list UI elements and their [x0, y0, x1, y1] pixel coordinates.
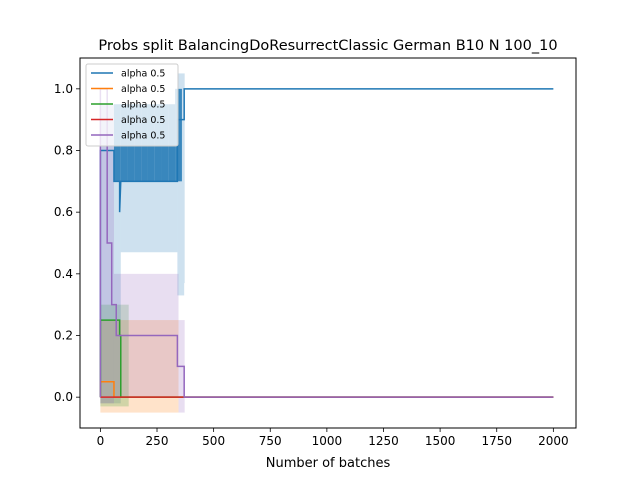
- x-tick-label: 0: [97, 434, 105, 448]
- y-tick-label: 1.0: [54, 82, 73, 96]
- x-tick-label: 2000: [538, 434, 569, 448]
- legend-label-0: alpha 0.5: [121, 69, 165, 80]
- x-tick-label: 250: [146, 434, 169, 448]
- band-segment-series-0: [184, 73, 185, 284]
- y-tick-label: 0.0: [54, 390, 73, 404]
- legend-label-2: alpha 0.5: [121, 100, 165, 111]
- legend-label-1: alpha 0.5: [121, 84, 165, 95]
- y-tick-label: 0.8: [54, 144, 73, 158]
- y-tick-label: 0.6: [54, 205, 73, 219]
- plot-frame: [79, 57, 577, 429]
- x-tick-label: 1750: [481, 434, 512, 448]
- x-tick-label: 750: [259, 434, 282, 448]
- x-tick-label: 500: [202, 434, 225, 448]
- y-tick-label: 0.2: [54, 329, 73, 343]
- legend: alpha 0.5 alpha 0.5 alpha 0.5 alpha 0.5 alph…: [85, 63, 179, 147]
- x-axis-ticks: 0 250 500 750 1000 1250 1500 1750 2000: [97, 428, 569, 448]
- x-axis-label: Number of batches: [266, 456, 391, 471]
- legend-entries: alpha 0.5 alpha 0.5 alpha 0.5 alpha 0.5 alph…: [91, 69, 165, 142]
- series-line-0: [99, 88, 554, 398]
- y-axis-ticks: 0.0 0.2 0.4 0.6 0.8 1.0: [54, 82, 80, 404]
- band-segment-series-2: [127, 304, 129, 407]
- x-tick-label: 1250: [368, 434, 399, 448]
- legend-label-4: alpha 0.5: [121, 131, 165, 142]
- hatch-block-series-0: [175, 88, 182, 182]
- x-tick-label: 1500: [425, 434, 456, 448]
- legend-frame: [85, 63, 179, 147]
- legend-label-3: alpha 0.5: [121, 115, 165, 126]
- band-segment-series-0: [177, 73, 185, 296]
- y-tick-label: 0.4: [54, 267, 73, 281]
- band-segment-series-4: [100, 104, 114, 404]
- chart-title: Probs split BalancingDoResurrectClassic …: [98, 38, 557, 54]
- x-tick-label: 1000: [312, 434, 343, 448]
